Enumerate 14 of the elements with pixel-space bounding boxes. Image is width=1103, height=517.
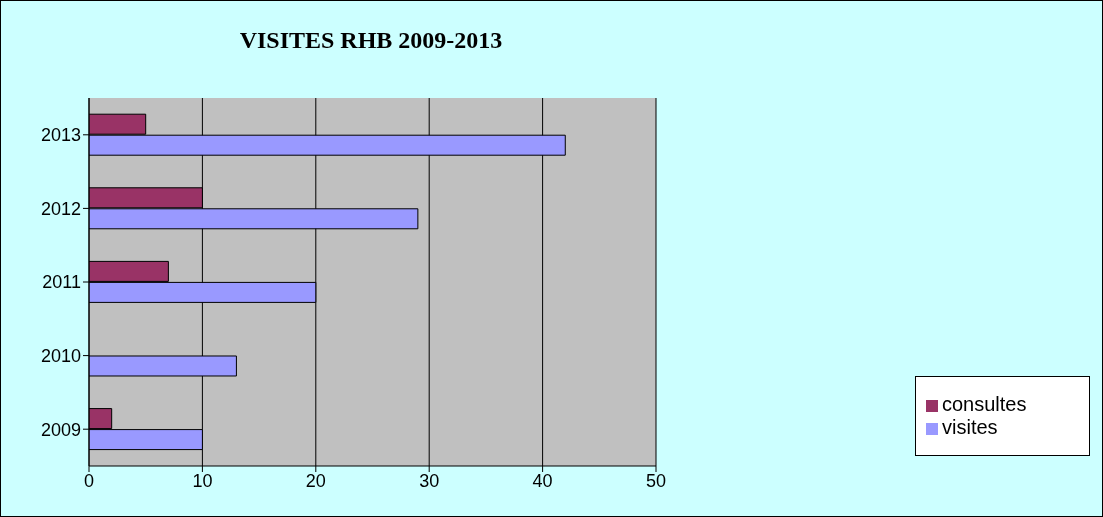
x-tick-label: 10 — [192, 470, 213, 491]
y-tick-label: 2009 — [40, 419, 81, 440]
x-tick-label: 40 — [532, 470, 553, 491]
legend-label: visites — [942, 416, 998, 438]
legend-label: consultes — [942, 393, 1027, 415]
y-tick-label: 2010 — [40, 345, 81, 366]
x-tick-label: 0 — [83, 470, 95, 491]
y-tick-label: 2013 — [40, 125, 81, 146]
chart-title: VISITES RHB 2009-2013 — [238, 27, 504, 54]
x-tick-label: 20 — [305, 470, 326, 491]
x-tick-label: 50 — [645, 470, 667, 491]
y-tick-label: 2012 — [40, 198, 81, 219]
x-tick-label: 30 — [419, 470, 440, 491]
y-tick-label: 2011 — [42, 272, 81, 293]
